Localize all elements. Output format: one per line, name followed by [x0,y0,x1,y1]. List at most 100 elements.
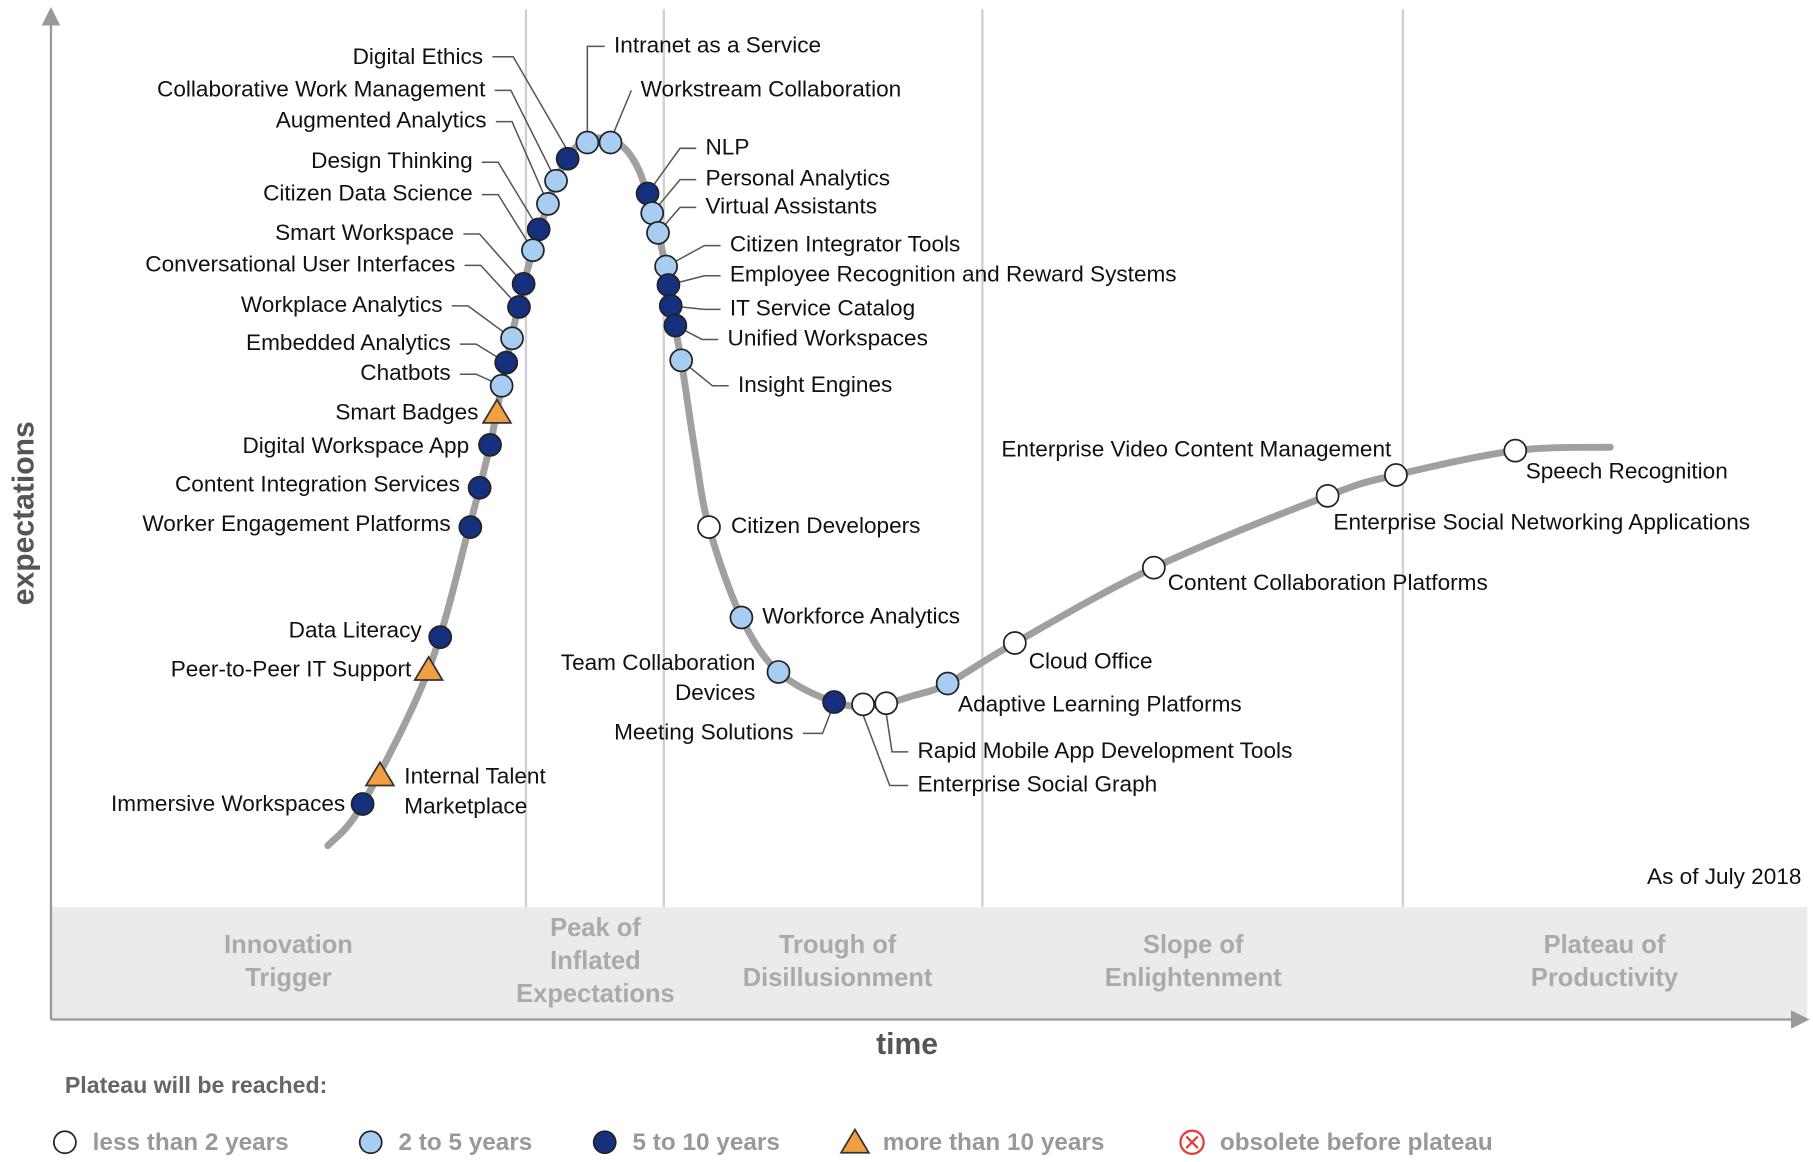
item-label: Citizen Developers [731,513,921,538]
leader-line [651,178,697,214]
phase-label: Plateau of [1544,931,1666,959]
leader-line [481,193,534,251]
legend-label: obsolete before plateau [1220,1129,1493,1156]
item-label: Marketplace [404,793,527,818]
item-marker [1503,438,1528,463]
item-label: Data Literacy [289,617,423,642]
item-label: Chatbots [360,360,450,385]
item-marker [481,398,513,424]
item-marker [656,273,681,297]
item-label: Citizen Data Science [263,181,473,206]
phase-label: Peak of [550,914,641,942]
item-label: Content Collaboration Platforms [1168,570,1488,595]
circle [1141,555,1166,580]
item-label: Workstream Collaboration [641,76,902,101]
item-marker [822,690,846,714]
item-marker [935,671,960,696]
leader-line [464,264,520,308]
item-marker [494,350,519,375]
circle [658,293,683,318]
circle [511,271,536,296]
leader-line [613,90,633,133]
item-label: Citizen Integrator Tools [730,232,961,257]
item-label: Digital Ethics [353,44,484,69]
leader-line [862,714,909,787]
phase-label: Innovation [224,931,353,959]
circle [669,348,694,373]
legend-marker [592,1130,617,1155]
item-marker [663,313,688,338]
leader-line [463,233,525,285]
leader-line [646,147,697,194]
item-label: Team Collaboration [561,650,756,675]
item-label: Workforce Analytics [762,603,960,628]
leader-line [802,712,832,735]
item-label: NLP [706,134,750,159]
circle [656,273,681,297]
item-marker [526,217,551,242]
circle [640,201,665,226]
circle [467,475,492,500]
circle [489,373,514,398]
leader-line [586,45,605,133]
item-marker [478,433,502,457]
legend-title: Plateau will be reached: [65,1072,328,1098]
circle [1315,483,1340,508]
item-label: Enterprise Social Networking Application… [1333,510,1750,535]
item-label: Intranet as a Service [614,32,821,57]
item-label: Design Thinking [311,148,473,173]
leader-line [680,359,729,387]
item-label: Enterprise Social Graph [918,771,1158,796]
legend-marker [839,1127,871,1154]
item-marker [511,271,536,296]
circle [1503,438,1528,463]
triangle [413,655,445,681]
item-label: Unified Workspaces [728,325,928,350]
item-label: Worker Engagement Platforms [142,511,450,536]
circle [822,690,846,714]
circle [526,217,551,242]
item-marker [536,192,560,216]
item-label: Smart Workspace [275,220,454,245]
circle [635,181,660,206]
circle [598,130,623,155]
circle [358,1130,383,1155]
circle [500,326,524,351]
triangle [481,398,513,424]
item-marker [658,293,683,318]
circle [729,605,754,630]
circle [507,295,531,319]
item-marker [874,691,899,716]
circle [52,1130,77,1155]
circle [350,792,375,816]
item-label: Enterprise Video Content Management [1001,437,1392,462]
item-marker [1141,555,1166,580]
item-marker [467,475,492,500]
phase-label: Slope of [1143,931,1244,959]
item-label: Smart Badges [335,400,478,425]
item-marker [598,130,623,155]
circle [697,515,721,540]
item-label: Personal Analytics [706,166,890,191]
circle [646,221,670,245]
circle [458,515,483,540]
item-label: Immersive Workspaces [111,791,345,816]
item-marker [766,660,791,684]
triangle [839,1127,871,1154]
phase-label: Enlightenment [1105,964,1282,992]
item-label: Collaborative Work Management [157,76,486,101]
item-label: Workplace Analytics [241,292,443,317]
phase-label: Disillusionment [743,964,933,992]
leader-line [492,56,569,152]
legend-label: 2 to 5 years [399,1129,533,1156]
item-label: Internal Talent [404,763,546,788]
leader-line [665,244,721,268]
phase-label: Trigger [245,964,331,992]
item-label: Insight Engines [738,372,892,397]
item-marker [350,792,375,816]
circle [851,692,875,717]
circle [1384,463,1408,487]
circle [544,168,568,193]
item-marker [458,515,483,540]
